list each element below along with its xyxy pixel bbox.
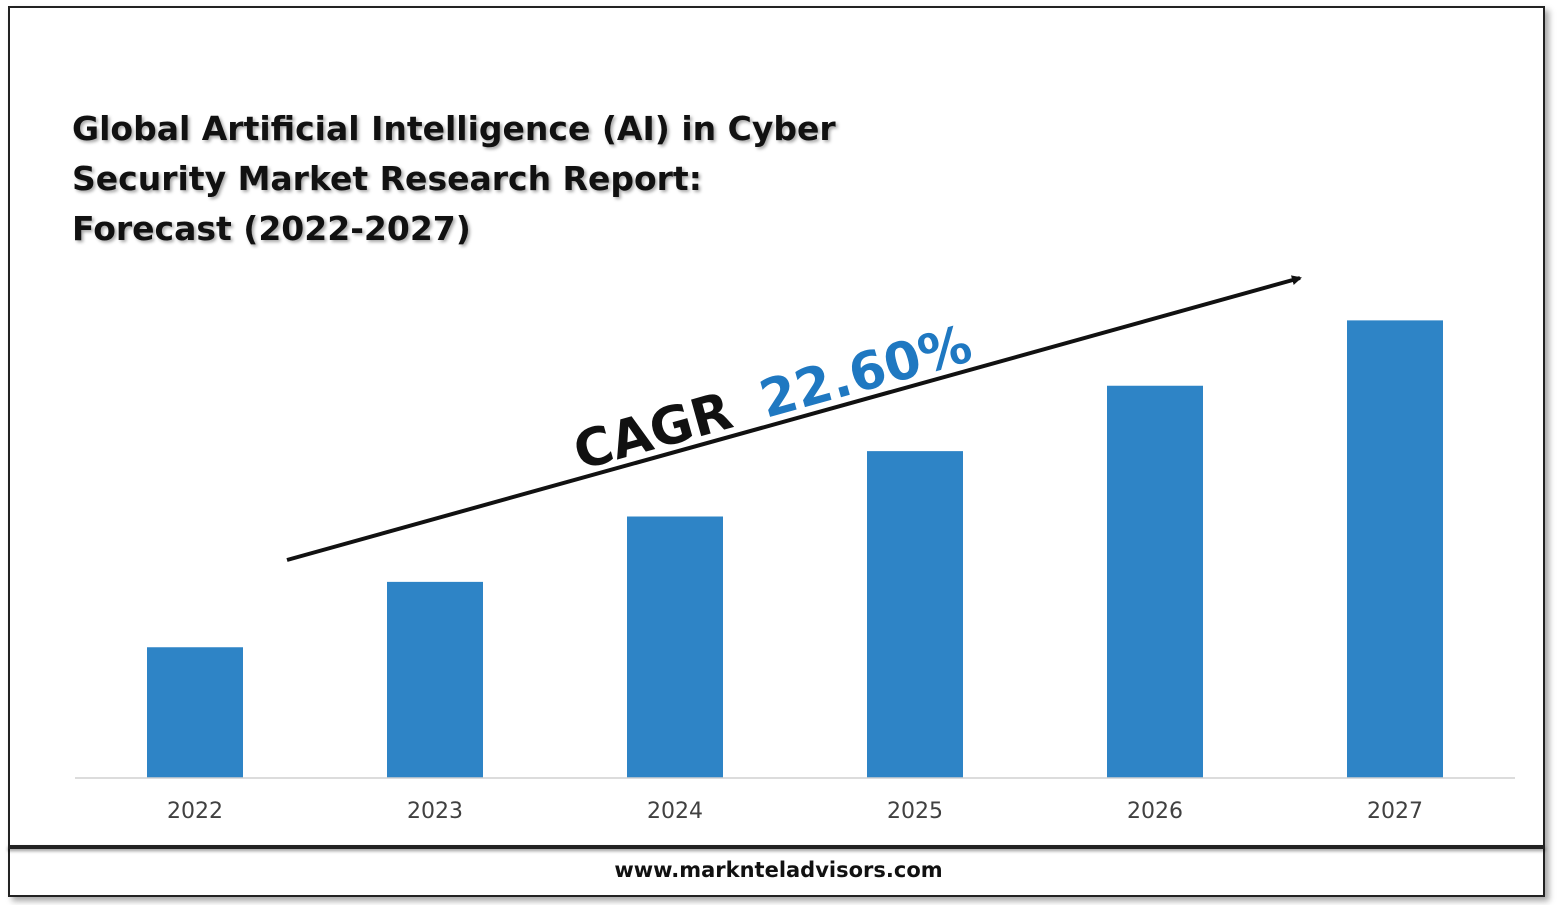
bar-2023 [387,581,483,778]
cagr-value: 22.60% [753,315,978,431]
footer-divider [8,845,1545,849]
bar-2022 [147,647,243,778]
title-line-2: Security Market Research Report: [72,159,702,198]
title-line-3: Forecast (2022-2027) [72,209,471,248]
chart-frame [8,6,1545,897]
x-tick-label-2025: 2025 [887,799,943,824]
bars-layer [147,320,1443,778]
x-tick-label-2022: 2022 [167,799,223,824]
x-tick-label-2024: 2024 [647,799,703,824]
footer-url: www.marknteladvisors.com [614,858,943,882]
x-tick-label-2027: 2027 [1367,799,1423,824]
title-line-1: Global Artificial Intelligence (AI) in C… [72,109,836,148]
bar-2026 [1107,385,1203,778]
bar-2025 [867,451,963,778]
bar-2024 [627,516,723,778]
x-tick-labels: 2022 2023 2024 2025 2026 2027 [167,799,1423,824]
chart-title: Global Artificial Intelligence (AI) in C… [72,104,932,254]
x-tick-label-2026: 2026 [1127,799,1183,824]
cagr-label: CAGR [567,381,738,482]
x-tick-label-2023: 2023 [407,799,463,824]
cagr-trend-arrow [286,275,1302,562]
bar-2027 [1347,320,1443,778]
